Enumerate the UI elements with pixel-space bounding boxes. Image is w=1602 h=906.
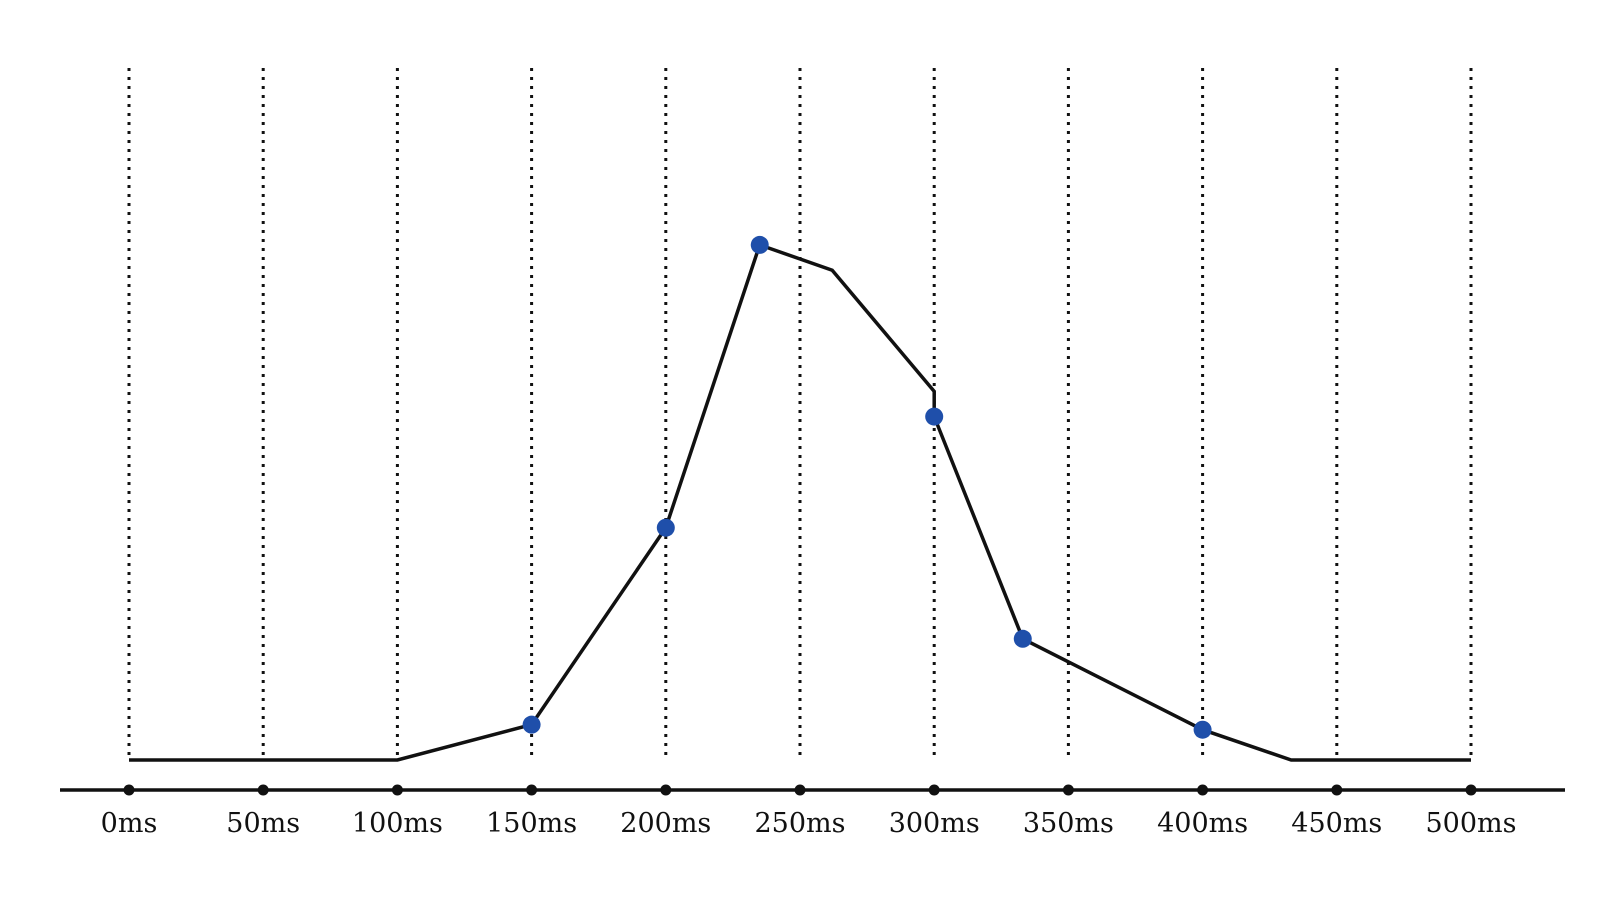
tick-label-0: 0ms — [101, 808, 158, 839]
series-line-0 — [129, 242, 1471, 762]
x-axis-tick-labels: 0ms 50ms 100ms 150ms 200ms 250ms 300ms 350ms 400… — [101, 808, 1517, 839]
data-point-1 — [656, 518, 675, 537]
tick-mark-400 — [1197, 784, 1209, 796]
data-point-3 — [925, 407, 944, 426]
tick-label-450: 450ms — [1291, 808, 1382, 839]
tick-label-300: 300ms — [889, 808, 980, 839]
tick-label-250: 250ms — [755, 808, 846, 839]
tick-label-50: 50ms — [226, 808, 300, 839]
series-group — [129, 235, 1471, 762]
tick-mark-450 — [1331, 784, 1343, 796]
tick-label-150: 150ms — [486, 808, 577, 839]
data-point-4 — [1013, 629, 1032, 648]
data-point-2 — [750, 235, 769, 254]
tick-mark-100 — [391, 784, 403, 796]
tick-mark-50 — [257, 784, 269, 796]
tick-label-500: 500ms — [1426, 808, 1517, 839]
tick-label-350: 350ms — [1023, 808, 1114, 839]
tick-mark-200 — [660, 784, 672, 796]
tick-mark-0 — [123, 784, 135, 796]
x-axis-tick-marks — [123, 784, 1477, 796]
tick-mark-300 — [928, 784, 940, 796]
data-point-0 — [522, 715, 541, 734]
tick-mark-350 — [1062, 784, 1074, 796]
tick-label-400: 400ms — [1157, 808, 1248, 839]
data-point-5 — [1193, 720, 1212, 739]
tick-mark-500 — [1465, 784, 1477, 796]
tick-mark-150 — [526, 784, 538, 796]
vertical-guides — [127, 68, 1473, 760]
tick-label-100: 100ms — [352, 808, 443, 839]
tick-mark-250 — [794, 784, 806, 796]
tick-label-200: 200ms — [620, 808, 711, 839]
